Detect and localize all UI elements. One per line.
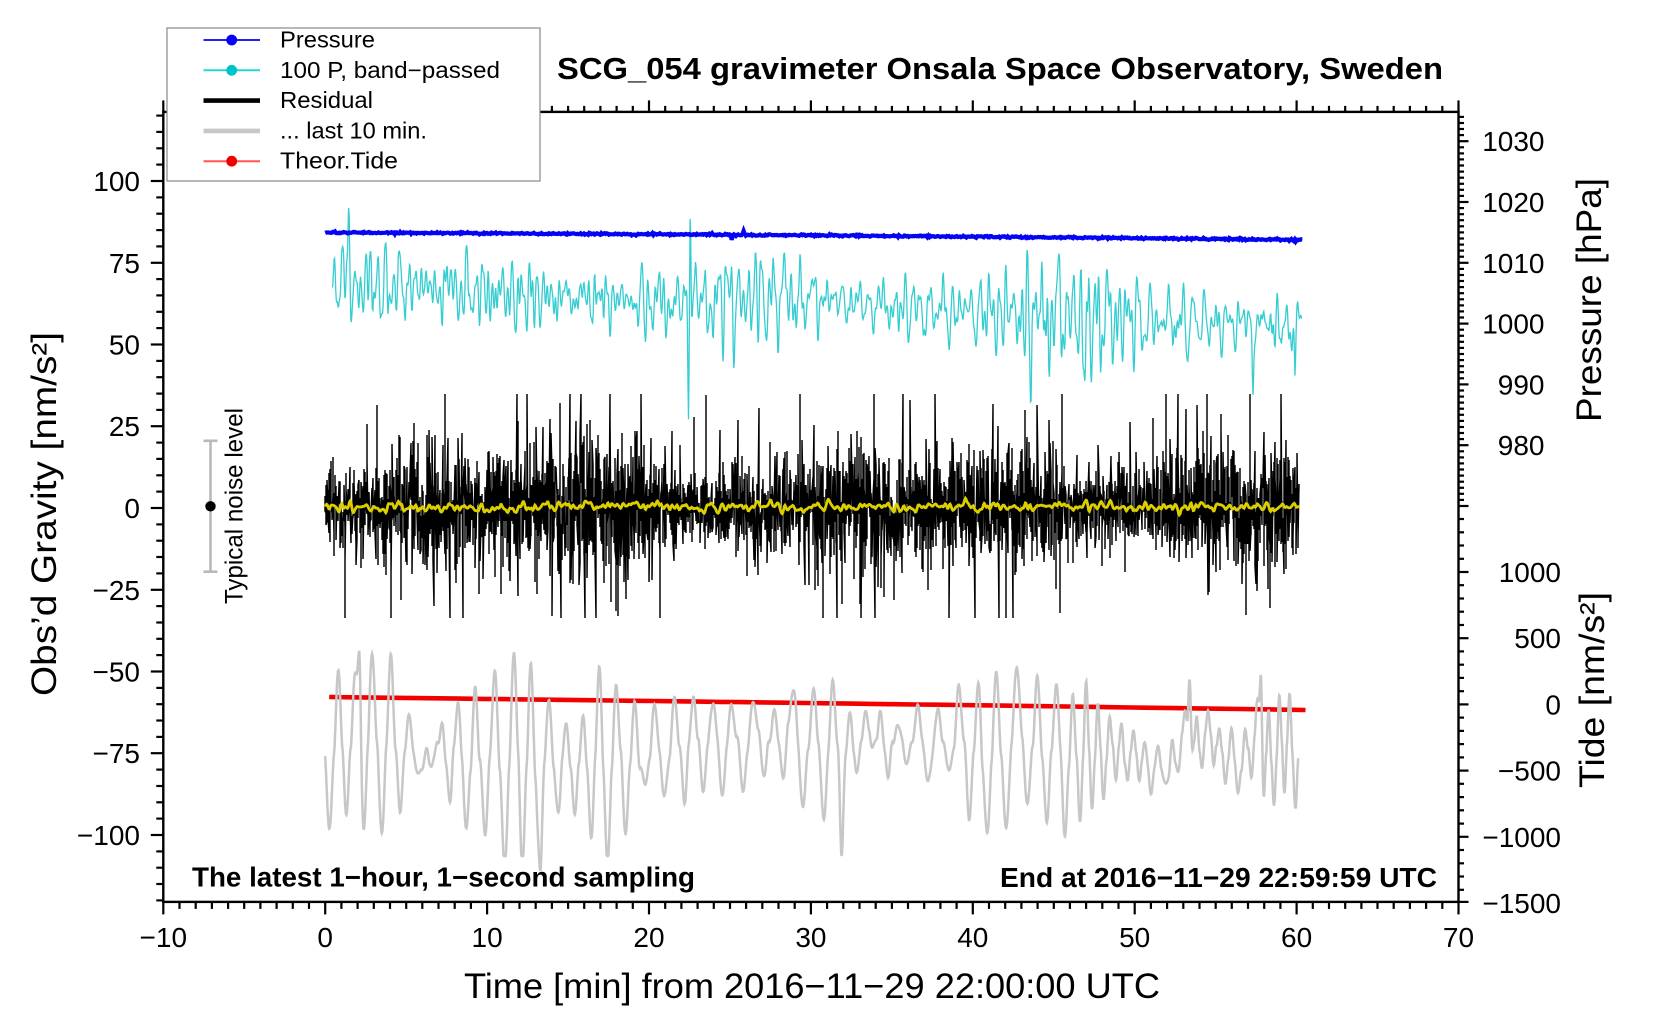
svg-text:Time [min] from 2016−11−29 22:: Time [min] from 2016−11−29 22:00:00 UTC: [464, 967, 1160, 1006]
svg-text:Tide [nm/s²]: Tide [nm/s²]: [1573, 592, 1612, 788]
svg-text:Pressure: Pressure: [280, 27, 375, 53]
svg-text:50: 50: [109, 330, 140, 361]
svg-text:−500: −500: [1498, 756, 1561, 787]
svg-text:60: 60: [1281, 922, 1312, 953]
svg-text:20: 20: [633, 922, 664, 953]
svg-text:30: 30: [795, 922, 826, 953]
svg-text:The latest 1−hour, 1−second sa: The latest 1−hour, 1−second sampling: [192, 862, 695, 893]
svg-text:−25: −25: [93, 575, 141, 606]
svg-text:−75: −75: [93, 738, 141, 769]
svg-text:Theor.Tide: Theor.Tide: [280, 148, 398, 174]
svg-text:... last 10 min.: ... last 10 min.: [280, 117, 427, 143]
svg-text:0: 0: [1545, 689, 1561, 720]
svg-text:0: 0: [124, 493, 140, 524]
svg-text:1020: 1020: [1482, 187, 1544, 218]
svg-text:990: 990: [1498, 369, 1545, 400]
svg-text:100 P, band−passed: 100 P, band−passed: [280, 57, 500, 83]
svg-text:SCG_054 gravimeter Onsala Spac: SCG_054 gravimeter Onsala Space Observat…: [557, 51, 1443, 86]
svg-text:End at 2016−11−29 22:59:59 UTC: End at 2016−11−29 22:59:59 UTC: [1000, 862, 1437, 893]
svg-text:25: 25: [109, 411, 140, 442]
svg-text:−1500: −1500: [1482, 888, 1561, 919]
svg-text:500: 500: [1514, 623, 1561, 654]
svg-text:Obs’d Gravity [nm/s²]: Obs’d Gravity [nm/s²]: [25, 332, 64, 696]
svg-text:1000: 1000: [1499, 557, 1561, 588]
svg-text:75: 75: [109, 248, 140, 279]
svg-text:1000: 1000: [1482, 309, 1544, 340]
svg-text:1030: 1030: [1482, 126, 1544, 157]
svg-text:1010: 1010: [1482, 248, 1544, 279]
svg-text:70: 70: [1443, 922, 1474, 953]
svg-text:40: 40: [957, 922, 988, 953]
svg-text:Residual: Residual: [280, 87, 373, 113]
svg-text:−10: −10: [140, 922, 188, 953]
svg-text:100: 100: [93, 166, 140, 197]
svg-text:−50: −50: [93, 657, 141, 688]
svg-text:10: 10: [472, 922, 503, 953]
svg-text:0: 0: [317, 922, 333, 953]
svg-text:50: 50: [1119, 922, 1150, 953]
svg-text:Pressure [hPa]: Pressure [hPa]: [1570, 178, 1609, 422]
svg-text:Typical noise level: Typical noise level: [221, 408, 249, 604]
svg-text:−1000: −1000: [1482, 822, 1561, 853]
svg-text:−100: −100: [77, 820, 140, 851]
svg-text:980: 980: [1498, 430, 1545, 461]
